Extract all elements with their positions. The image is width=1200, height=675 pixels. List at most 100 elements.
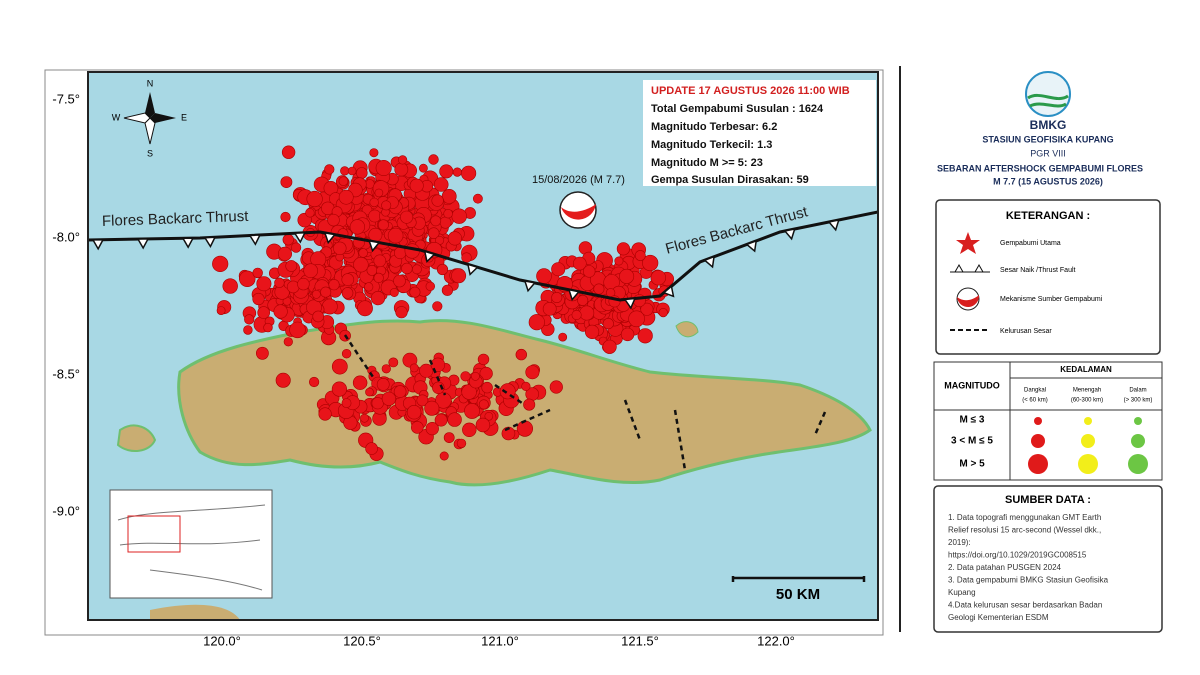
aftershock-dot [416, 394, 429, 407]
sources-box [933, 485, 1163, 633]
aftershock-dot [478, 399, 489, 410]
legend-item: Mekanisme Sumber Gempabumi [1000, 296, 1103, 303]
aftershock-dot [338, 176, 349, 186]
info-box: UPDATE 17 AGUSTUS 2026 11:00 WIB Total G… [643, 80, 876, 186]
aftershock-dot [536, 268, 552, 284]
depth-column: Dangkal [1024, 388, 1046, 394]
small-island [150, 604, 240, 620]
aftershock-dot [239, 270, 256, 287]
aftershock-dot [593, 283, 605, 295]
thrust-tooth [248, 234, 262, 246]
source-line: 3. Data gempabumi BMKG Stasiun Geofisika [948, 576, 1109, 585]
aftershock-dot [439, 164, 454, 179]
thrust-tooth [203, 236, 217, 249]
depth-symbol [1031, 434, 1045, 448]
aftershock-dot [375, 160, 392, 177]
aftershock-dot [551, 262, 566, 277]
aftershock-dot [658, 308, 668, 318]
aftershock-dot [637, 328, 653, 344]
aftershock-dot [481, 381, 493, 394]
aftershock-dot [381, 200, 392, 211]
aftershock-dot [427, 227, 440, 239]
aftershock-dot [280, 176, 293, 188]
aftershock-dot [642, 254, 659, 272]
thrust-tooth [91, 238, 105, 251]
aftershock-dot [369, 197, 379, 208]
aftershock-dot [358, 248, 368, 258]
aftershock-dot [602, 318, 614, 330]
aftershock-dot [341, 398, 352, 408]
aftershock-dot [579, 305, 595, 321]
scale-bar: 50 KM [731, 576, 866, 603]
aftershock-dot [360, 413, 369, 423]
aftershock-dot [479, 366, 493, 381]
source-line: Relief resolusi 15 arc-second (Wessel dk… [948, 526, 1101, 535]
legend-box [935, 199, 1161, 355]
aftershock-dot [409, 363, 419, 373]
aftershock-dot [425, 422, 439, 436]
aftershock-dot [243, 325, 253, 335]
aftershock-dot [381, 364, 391, 374]
aftershock-dot [439, 451, 449, 461]
lon-label: 121.0° [481, 633, 519, 648]
aftershock-dot [443, 432, 455, 443]
aftershock-dot [352, 375, 368, 390]
aftershock-dot [274, 277, 285, 288]
aftershock-dot [470, 371, 480, 381]
aftershock-dot [525, 365, 540, 380]
thrust-tooth [136, 238, 150, 250]
beachball-fill [561, 204, 596, 220]
legend-title: KETERANGAN : [1006, 210, 1090, 222]
compass-e: E [181, 112, 187, 122]
aftershock-dot [572, 256, 587, 271]
aftershock-dot [371, 397, 384, 410]
station: STASIUN GEOFISIKA KUPANG [982, 134, 1113, 144]
lon-label: 120.5° [343, 633, 381, 648]
aftershock-dot [369, 148, 379, 158]
aftershock-dot [472, 193, 483, 204]
thrust-tooth [423, 250, 436, 263]
depth-symbol [1034, 417, 1042, 425]
aftershock-dot [433, 177, 449, 192]
fault-lineament [494, 383, 526, 407]
aftershock-dot [252, 267, 263, 279]
aftershock-dot [370, 291, 386, 306]
aftershock-dot [634, 250, 646, 261]
magnitude-header: MAGNITUDO [944, 380, 1000, 390]
magnitude-row: M > 5 [959, 459, 985, 470]
depth-column: Menengah [1073, 388, 1101, 394]
aftershock-dot [263, 322, 273, 333]
aftershock-dot [409, 286, 421, 298]
compass-w: W [112, 112, 121, 122]
depth-symbol [1081, 434, 1095, 448]
aftershock-dot [387, 227, 404, 244]
aftershock-dot [376, 377, 390, 391]
info-line: Magnitudo M >= 5: 23 [651, 157, 763, 169]
aftershock-dot [381, 391, 397, 406]
aftershock-dot [389, 287, 399, 297]
aftershock-dot [616, 242, 631, 256]
mainshock-label: 15/08/2026 (M 7.7) [532, 174, 625, 186]
aftershock-dot [341, 349, 352, 359]
aftershock-dot [353, 257, 369, 273]
depth-column: Dalam [1129, 388, 1146, 394]
depth-symbol [1084, 417, 1092, 425]
aftershock-dot [602, 339, 617, 354]
depth-symbol [1128, 454, 1148, 474]
aftershock-dot [451, 208, 467, 224]
aftershock-dot [212, 255, 229, 273]
aftershock-dot [341, 287, 354, 299]
aftershock-dot [289, 321, 306, 339]
aftershock-dot [257, 306, 271, 319]
aftershock-dot [425, 281, 435, 291]
aftershock-dot [394, 162, 409, 177]
compass-arrow [150, 113, 176, 123]
legend-panel: BMKG STASIUN GEOFISIKA KUPANG PGR VIII S… [933, 71, 1163, 633]
aftershock-dot [338, 189, 354, 205]
depth-symbol [1028, 454, 1048, 474]
thrust-tooth [783, 228, 796, 241]
thrust-tooth [293, 231, 307, 244]
aftershock-dot [305, 208, 315, 218]
aftershock-dot [461, 252, 472, 263]
legend-beachball-fill [957, 295, 980, 308]
